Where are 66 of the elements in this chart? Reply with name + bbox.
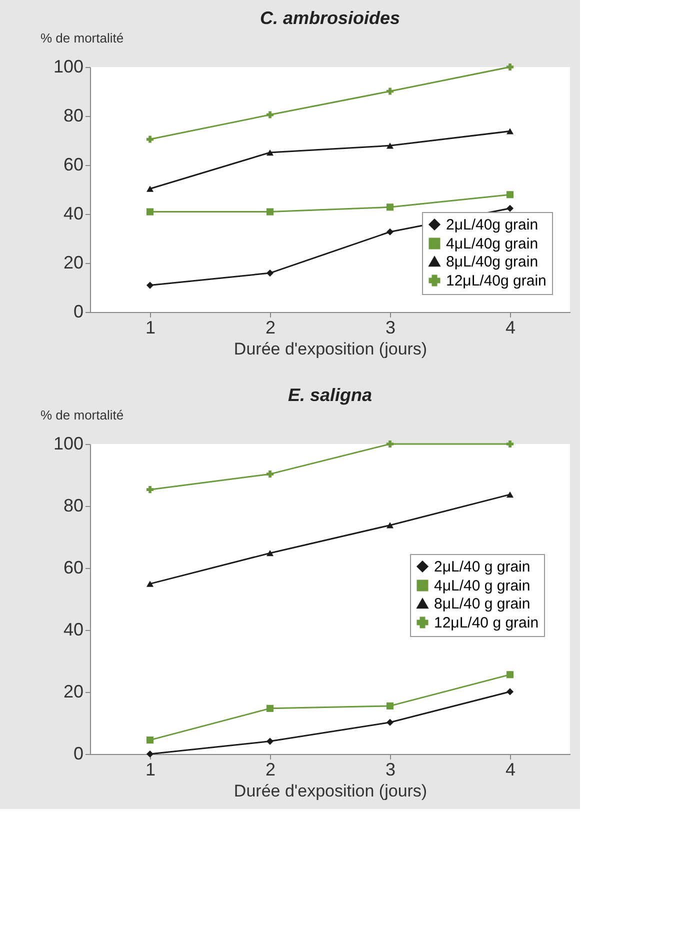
point: [266, 208, 274, 216]
point: [506, 63, 514, 71]
x-axis-title: Durée d'exposition (jours): [234, 340, 428, 358]
legend-label: 4μL/40 g grain: [434, 578, 530, 594]
point: [386, 440, 394, 448]
point: [506, 671, 514, 678]
y-tick-label: 80: [63, 496, 84, 516]
point: [146, 282, 154, 289]
point: [386, 702, 394, 710]
x-tick-label: 3: [385, 760, 396, 780]
x-tick-label: 4: [505, 318, 516, 338]
legend-label: 12μL/40g grain: [446, 272, 546, 290]
legend-label: 2μL/40 g grain: [434, 558, 530, 576]
point: [266, 270, 274, 277]
point: [386, 204, 394, 211]
x-tick-label: 2: [265, 318, 276, 338]
legend-label: 12μL/40 g grain: [434, 614, 539, 632]
point: [506, 688, 514, 696]
chart-title: C. ambrosioides: [260, 8, 400, 28]
point: [146, 136, 154, 143]
y-tick-label: 100: [53, 434, 84, 454]
point: [506, 128, 514, 134]
y-tick-label: 0: [73, 744, 84, 764]
x-tick-label: 4: [505, 760, 516, 780]
point: [266, 470, 274, 478]
x-tick-label: 2: [265, 760, 276, 780]
y-tick-label: 60: [63, 154, 84, 174]
point: [146, 750, 154, 758]
point: [506, 440, 514, 448]
y-axis-title: % de mortalité: [40, 30, 124, 46]
y-tick-label: 40: [63, 620, 84, 640]
legend-label: 8μL/40g grain: [446, 254, 538, 270]
point: [146, 208, 154, 216]
y-tick-label: 100: [53, 56, 84, 76]
point: [266, 111, 274, 118]
legend-label: 2μL/40g grain: [446, 216, 538, 234]
point: [506, 191, 514, 198]
point: [266, 550, 274, 556]
point: [146, 486, 154, 494]
y-tick-label: 60: [63, 558, 84, 578]
point: [386, 228, 394, 236]
point: [386, 718, 394, 726]
y-tick-label: 40: [63, 204, 84, 224]
x-tick-label: 3: [385, 318, 396, 338]
y-tick-label: 80: [63, 106, 84, 126]
point: [146, 736, 154, 744]
legend-label: 8μL/40 g grain: [434, 596, 530, 612]
point: [386, 142, 394, 149]
point: [266, 149, 274, 156]
y-tick-label: 20: [63, 682, 84, 702]
x-axis-title: Durée d'exposition (jours): [234, 782, 428, 800]
point: [266, 738, 274, 745]
point: [386, 88, 394, 95]
point: [386, 522, 394, 528]
x-tick-label: 1: [145, 318, 156, 338]
y-axis-title: % de mortalité: [40, 408, 124, 422]
point: [506, 491, 514, 498]
x-tick-label: 1: [145, 760, 156, 780]
y-tick-label: 0: [73, 302, 84, 322]
point: [146, 186, 154, 192]
point: [266, 704, 274, 712]
point: [506, 204, 514, 212]
y-tick-label: 20: [63, 252, 84, 272]
point: [146, 580, 154, 587]
legend-label: 4μL/40g grain: [446, 236, 538, 252]
chart-title: E. saligna: [288, 385, 372, 405]
